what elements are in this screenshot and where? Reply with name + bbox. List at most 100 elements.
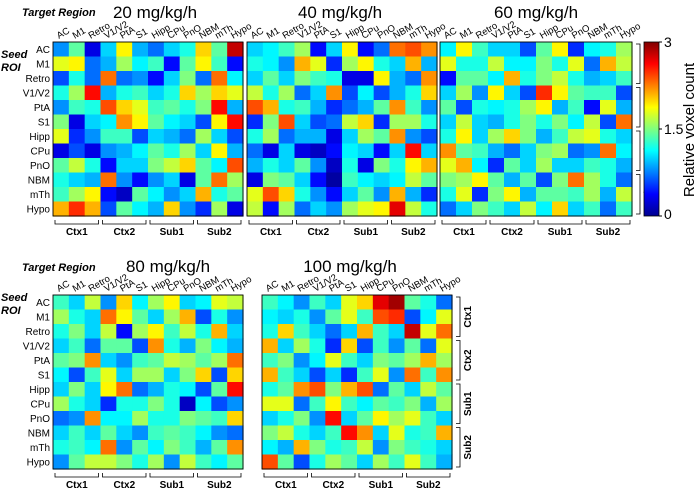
group-label-side: Ctx2: [463, 349, 474, 371]
heatmap-cell: [84, 309, 102, 325]
heatmap-cell: [163, 440, 181, 456]
group-label-bottom: Ctx1: [453, 227, 475, 238]
panel-frame: [261, 294, 453, 470]
heatmap-cell: [148, 42, 165, 58]
heatmap-cell: [325, 338, 342, 354]
heatmap-cell: [211, 396, 228, 412]
heatmap-cell: [504, 56, 521, 72]
heatmap-cell: [100, 382, 117, 398]
heatmap-cell: [132, 295, 149, 311]
heatmap-cell: [326, 172, 343, 188]
heatmap-cell: [405, 172, 422, 188]
heatmap-cell: [405, 158, 422, 174]
heatmap-cell: [488, 42, 505, 58]
heatmap-cell: [179, 425, 197, 441]
heatmap-cell: [436, 382, 453, 398]
group-label-bottom: Sub2: [416, 480, 441, 489]
heatmap-cell: [277, 324, 295, 340]
x-tick-label: M1: [280, 278, 297, 294]
y-tick-label: AC: [36, 298, 50, 309]
heatmap-cell: [309, 425, 326, 441]
roi-label-bottom: ROI: [1, 305, 22, 317]
heatmap-cell: [116, 158, 133, 174]
heatmap-cell: [163, 425, 181, 441]
heatmap-cell: [132, 367, 149, 383]
heatmap-cell: [132, 158, 149, 174]
heatmap-cell: [472, 143, 489, 159]
heatmap-cell: [372, 309, 390, 325]
heatmap-cell: [456, 143, 473, 159]
heatmap-cell: [600, 187, 617, 203]
x-tick-label: Hypo: [438, 274, 463, 295]
group-label-bottom: Sub2: [207, 480, 232, 489]
heatmap-cell: [68, 411, 86, 427]
heatmap-cell: [277, 367, 295, 383]
heatmap-cell: [616, 172, 633, 188]
group-bracket-bottom: [311, 473, 356, 478]
heatmap-cell: [405, 201, 422, 217]
heatmap-cell: [436, 454, 453, 470]
target-region-label-bottom: Target Region: [22, 262, 96, 274]
group-bracket-bottom: [263, 473, 308, 478]
heatmap-cell: [436, 338, 453, 354]
heatmap-cell: [520, 100, 537, 116]
y-tick-label: PnO: [30, 414, 50, 425]
heatmap-cell: [100, 295, 117, 311]
heatmap-cell: [436, 353, 453, 369]
heatmap-cell: [227, 201, 244, 217]
heatmap-cell: [211, 295, 228, 311]
heatmap-cell: [132, 396, 149, 412]
heatmap-cell: [68, 454, 86, 470]
heatmap-cell: [389, 56, 406, 72]
heatmap-cell: [68, 367, 86, 383]
heatmap-cell: [600, 114, 617, 130]
heatmap-cell: [227, 440, 244, 456]
heatmap-cell: [504, 201, 521, 217]
heatmap-cell: [211, 158, 228, 174]
heatmap-cell: [262, 172, 280, 188]
heatmap-cell: [584, 129, 601, 145]
heatmap-cell: [262, 396, 279, 412]
heatmap-cell: [568, 129, 585, 145]
heatmap-cell: [536, 129, 553, 145]
heatmap-cell: [342, 42, 359, 58]
heatmap-cell: [326, 143, 343, 159]
group-label-bottom: Sub2: [207, 227, 232, 238]
heatmap-cell: [100, 353, 117, 369]
heatmap-cell: [421, 158, 438, 174]
heatmap-cell: [388, 353, 406, 369]
heatmap-cell: [116, 396, 133, 412]
heatmap-cell: [148, 114, 165, 130]
heatmap-cell: [278, 143, 296, 159]
group-bracket-side: [636, 43, 641, 84]
heatmap-cell: [277, 295, 295, 311]
x-tick-label: AC: [55, 25, 72, 41]
heatmap-cell: [132, 100, 149, 116]
y-tick-label: mTh: [30, 190, 50, 201]
group-bracket-bottom: [343, 220, 388, 225]
heatmap-cell: [405, 143, 422, 159]
heatmap-cell: [421, 85, 438, 101]
heatmap-cell: [227, 324, 244, 340]
heatmap-cell: [262, 71, 280, 87]
heatmap-cell: [116, 338, 133, 354]
heatmap-cell: [84, 143, 102, 159]
heatmap-cell: [342, 114, 359, 130]
heatmap-cell: [68, 172, 86, 188]
heatmap-cell: [294, 158, 311, 174]
heatmap-cell: [227, 71, 244, 87]
heatmap-cell: [436, 440, 453, 456]
heatmap-cell: [310, 114, 327, 130]
heatmap-cell: [195, 382, 212, 398]
heatmap-cell: [53, 100, 70, 116]
heatmap-cell: [326, 42, 343, 58]
heatmap-cell: [404, 382, 421, 398]
heatmap-cell: [84, 85, 102, 101]
x-tick-label: M1: [458, 25, 475, 41]
heatmap-cell: [488, 158, 505, 174]
heatmap-cell: [326, 114, 343, 130]
colorbar-tick-label-mid: 1.5: [664, 121, 684, 137]
heatmap-cell: [53, 85, 70, 101]
heatmap-cell: [148, 309, 165, 325]
heatmap-cell: [53, 187, 70, 203]
